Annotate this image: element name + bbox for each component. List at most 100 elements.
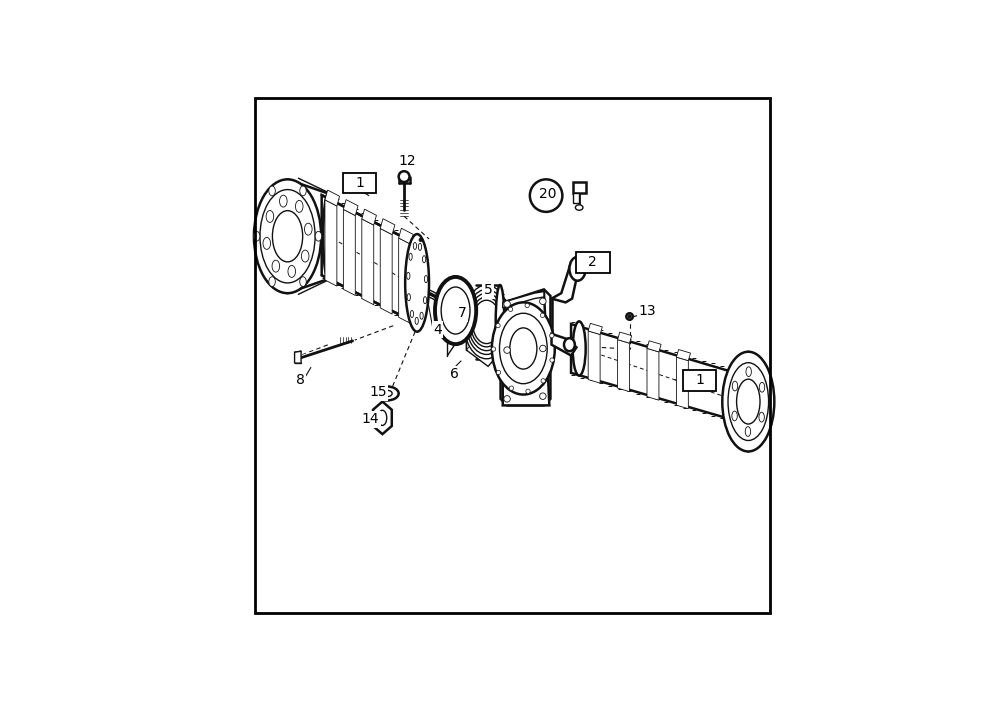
Ellipse shape <box>575 205 583 210</box>
Polygon shape <box>343 200 358 215</box>
Ellipse shape <box>564 338 575 351</box>
Circle shape <box>540 345 546 352</box>
Ellipse shape <box>410 310 414 318</box>
Circle shape <box>504 301 510 307</box>
Ellipse shape <box>550 358 554 363</box>
Polygon shape <box>676 357 688 409</box>
Ellipse shape <box>323 194 333 279</box>
Polygon shape <box>466 282 507 366</box>
Polygon shape <box>343 209 355 296</box>
Ellipse shape <box>254 180 321 293</box>
Polygon shape <box>588 323 602 334</box>
Ellipse shape <box>378 410 387 425</box>
Text: 13: 13 <box>638 304 656 318</box>
Polygon shape <box>618 339 630 391</box>
Ellipse shape <box>415 318 418 325</box>
Ellipse shape <box>491 347 496 351</box>
Circle shape <box>530 180 562 212</box>
Ellipse shape <box>413 242 417 249</box>
Text: 20: 20 <box>539 187 556 201</box>
Polygon shape <box>573 193 579 203</box>
Ellipse shape <box>263 237 271 249</box>
Ellipse shape <box>441 287 470 334</box>
Ellipse shape <box>381 390 392 397</box>
Ellipse shape <box>260 189 315 283</box>
Ellipse shape <box>295 201 303 213</box>
Ellipse shape <box>508 307 513 311</box>
Text: 14: 14 <box>362 413 379 427</box>
Ellipse shape <box>304 223 312 235</box>
Ellipse shape <box>466 289 507 354</box>
Ellipse shape <box>468 293 505 351</box>
Ellipse shape <box>470 297 503 347</box>
Ellipse shape <box>550 334 554 338</box>
Circle shape <box>628 315 631 318</box>
Polygon shape <box>618 332 632 344</box>
Ellipse shape <box>728 363 769 441</box>
Ellipse shape <box>409 253 412 260</box>
Ellipse shape <box>407 294 410 301</box>
Ellipse shape <box>424 275 428 282</box>
Circle shape <box>626 313 633 320</box>
Polygon shape <box>373 401 392 434</box>
Polygon shape <box>552 259 584 303</box>
Polygon shape <box>295 351 301 363</box>
Ellipse shape <box>253 232 260 241</box>
Ellipse shape <box>266 210 274 222</box>
Ellipse shape <box>288 265 296 277</box>
Polygon shape <box>573 182 586 193</box>
Ellipse shape <box>375 386 399 401</box>
Polygon shape <box>325 190 340 206</box>
Ellipse shape <box>280 195 287 207</box>
Polygon shape <box>362 209 376 225</box>
Ellipse shape <box>732 411 737 421</box>
Ellipse shape <box>745 427 751 436</box>
Ellipse shape <box>418 244 422 251</box>
Ellipse shape <box>419 239 422 241</box>
Ellipse shape <box>272 210 303 262</box>
Polygon shape <box>380 229 392 314</box>
Ellipse shape <box>435 277 476 344</box>
Polygon shape <box>362 219 374 305</box>
FancyBboxPatch shape <box>576 252 610 272</box>
Ellipse shape <box>272 260 280 272</box>
Polygon shape <box>325 200 337 286</box>
Text: 6: 6 <box>450 367 458 382</box>
Ellipse shape <box>526 389 530 394</box>
Ellipse shape <box>540 313 545 318</box>
Polygon shape <box>501 289 550 406</box>
FancyBboxPatch shape <box>343 173 376 194</box>
Circle shape <box>504 347 510 353</box>
Polygon shape <box>676 349 691 360</box>
Polygon shape <box>588 331 600 383</box>
Ellipse shape <box>496 323 500 328</box>
Ellipse shape <box>301 250 309 262</box>
Polygon shape <box>399 228 413 244</box>
Polygon shape <box>322 195 414 322</box>
Ellipse shape <box>496 285 504 359</box>
Ellipse shape <box>569 257 586 281</box>
Polygon shape <box>571 324 739 422</box>
Circle shape <box>540 393 546 399</box>
Circle shape <box>504 396 510 402</box>
Ellipse shape <box>510 328 537 369</box>
Ellipse shape <box>509 386 514 390</box>
Ellipse shape <box>300 277 306 287</box>
Ellipse shape <box>499 313 547 384</box>
Text: 4: 4 <box>433 322 442 337</box>
Ellipse shape <box>405 234 429 332</box>
Circle shape <box>540 298 546 305</box>
Ellipse shape <box>269 277 275 287</box>
Ellipse shape <box>315 232 322 241</box>
Polygon shape <box>552 334 576 356</box>
Text: 1: 1 <box>695 373 704 387</box>
Ellipse shape <box>423 296 427 303</box>
Ellipse shape <box>300 186 306 196</box>
Ellipse shape <box>759 413 764 422</box>
Ellipse shape <box>464 285 509 359</box>
Text: 12: 12 <box>398 154 416 168</box>
Polygon shape <box>380 219 395 234</box>
Ellipse shape <box>422 256 426 263</box>
Ellipse shape <box>525 303 529 308</box>
Ellipse shape <box>420 312 423 320</box>
